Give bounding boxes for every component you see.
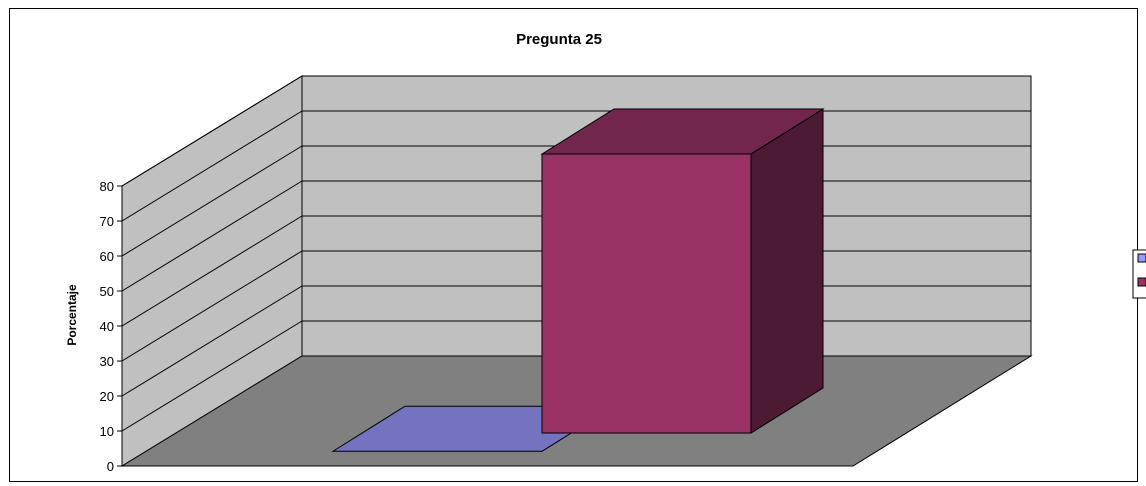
tick-label: 70 xyxy=(100,214,114,229)
gridline-left xyxy=(121,250,303,362)
gridline-left xyxy=(121,285,303,397)
legend: SiNo xyxy=(1132,249,1146,299)
legend-swatch xyxy=(1137,253,1146,263)
gridline-left xyxy=(121,180,303,292)
tick-label: 10 xyxy=(100,424,114,439)
gridline-left xyxy=(121,145,303,257)
legend-swatch xyxy=(1137,277,1146,287)
tick-label: 40 xyxy=(100,319,114,334)
y-axis-ticks: 0 10 20 30 40 50 60 70 80 xyxy=(100,179,122,474)
chart-title: Pregunta 25 xyxy=(516,31,602,48)
gridline-left xyxy=(121,320,303,432)
tick-label: 50 xyxy=(100,284,114,299)
gridline-left xyxy=(121,215,303,327)
bar-front xyxy=(541,153,752,434)
tick-label: 60 xyxy=(100,249,114,264)
bar-no xyxy=(540,108,825,434)
tick-label: 30 xyxy=(100,354,114,369)
y-axis-label: Porcentaje xyxy=(65,284,79,346)
bars xyxy=(331,108,825,453)
chart-area: 0 10 20 30 40 50 60 70 80 Pregunta 25 Porcentaje… xyxy=(9,8,1146,482)
gridline-left xyxy=(121,110,303,222)
bar-side xyxy=(750,108,824,434)
tick-label: 20 xyxy=(100,389,114,404)
tick-label: 80 xyxy=(100,179,114,194)
tick-label: 0 xyxy=(107,459,114,474)
gridline-left xyxy=(121,75,303,187)
